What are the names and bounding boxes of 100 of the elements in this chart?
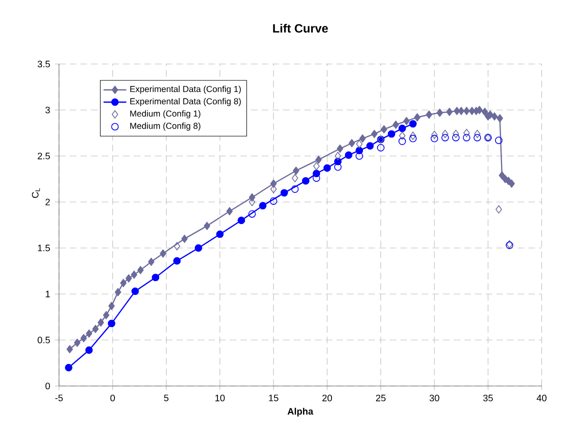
point [463,106,470,116]
y-tick-label: 1.5 [38,244,50,252]
y-tick-label: 3.5 [38,60,50,68]
y-tick-label: 2.5 [38,152,50,160]
point [491,112,498,121]
point [496,114,504,122]
point [130,270,138,279]
point [248,210,256,218]
point [392,120,399,129]
y-tick-label: 3 [45,106,50,114]
point [398,124,406,132]
point [80,334,87,342]
point [458,106,464,116]
point [430,134,438,142]
point [498,171,506,180]
point [409,120,417,128]
point [348,138,356,148]
point [126,274,132,282]
point [313,162,320,170]
point [103,311,110,320]
x-tick-label: 0 [110,394,115,402]
point [496,205,502,214]
legend-label: Experimental Data (Config 8) [130,98,241,106]
point [173,257,181,265]
point [377,144,385,152]
point [356,152,364,160]
point [474,130,481,138]
x-tick-label: 10 [215,394,225,402]
point [380,125,388,134]
point [371,130,378,138]
point [446,108,453,116]
y-tick-label: 2 [46,198,50,206]
y-tick-label: 1 [46,290,50,298]
point [315,156,322,164]
point [148,258,154,266]
point [462,134,470,142]
x-tick-label: 5 [164,394,168,402]
point [194,244,202,252]
point [291,185,299,193]
point [86,329,92,338]
point [508,179,515,188]
point [292,166,300,175]
point [359,134,366,143]
point [436,108,443,117]
point [160,249,166,258]
x-axis-title: Alpha [288,408,314,417]
point [482,108,488,116]
point [452,130,460,138]
point [270,197,278,205]
x-tick-label: 30 [430,394,440,402]
x-tick-label: -5 [55,394,63,402]
x-tick-label: 40 [536,394,546,402]
point [366,142,374,150]
x-tick-label: 20 [322,394,332,402]
point [238,216,246,224]
point [181,234,188,243]
point [64,364,72,372]
point [204,222,210,230]
point [403,116,410,126]
legend-label: Medium (Config 8) [130,122,200,131]
point [302,177,310,185]
point [414,113,420,122]
point [74,338,80,347]
point [85,346,93,354]
point [474,134,482,142]
point [114,288,122,296]
y-tick-label: 0 [45,382,50,390]
point [108,320,116,328]
point [152,274,160,282]
point [292,174,298,182]
legend-label: Experimental Data (Config 1) [130,86,241,94]
y-axis-title: C$_{L}$ [32,188,40,198]
point [334,152,342,160]
point [137,266,144,274]
point [131,288,139,295]
x-tick-label: 15 [269,394,278,402]
point [463,128,470,138]
legend-label: Medium (Config 1) [130,110,200,118]
point [344,151,352,159]
point [398,138,406,146]
point [431,130,438,139]
point [452,134,460,142]
point [98,318,104,327]
point [441,134,449,142]
point [120,278,127,288]
point [174,242,180,250]
point [323,164,331,172]
x-tick-label: 25 [376,394,386,402]
chart-title: Lift Curve [273,24,328,33]
point [495,136,502,144]
point [226,207,233,216]
point [216,230,224,238]
point [108,302,115,310]
point [280,189,288,197]
point [356,140,363,148]
point [409,134,417,142]
point [92,324,99,334]
point [442,130,448,138]
point [336,144,344,153]
point [426,110,432,119]
